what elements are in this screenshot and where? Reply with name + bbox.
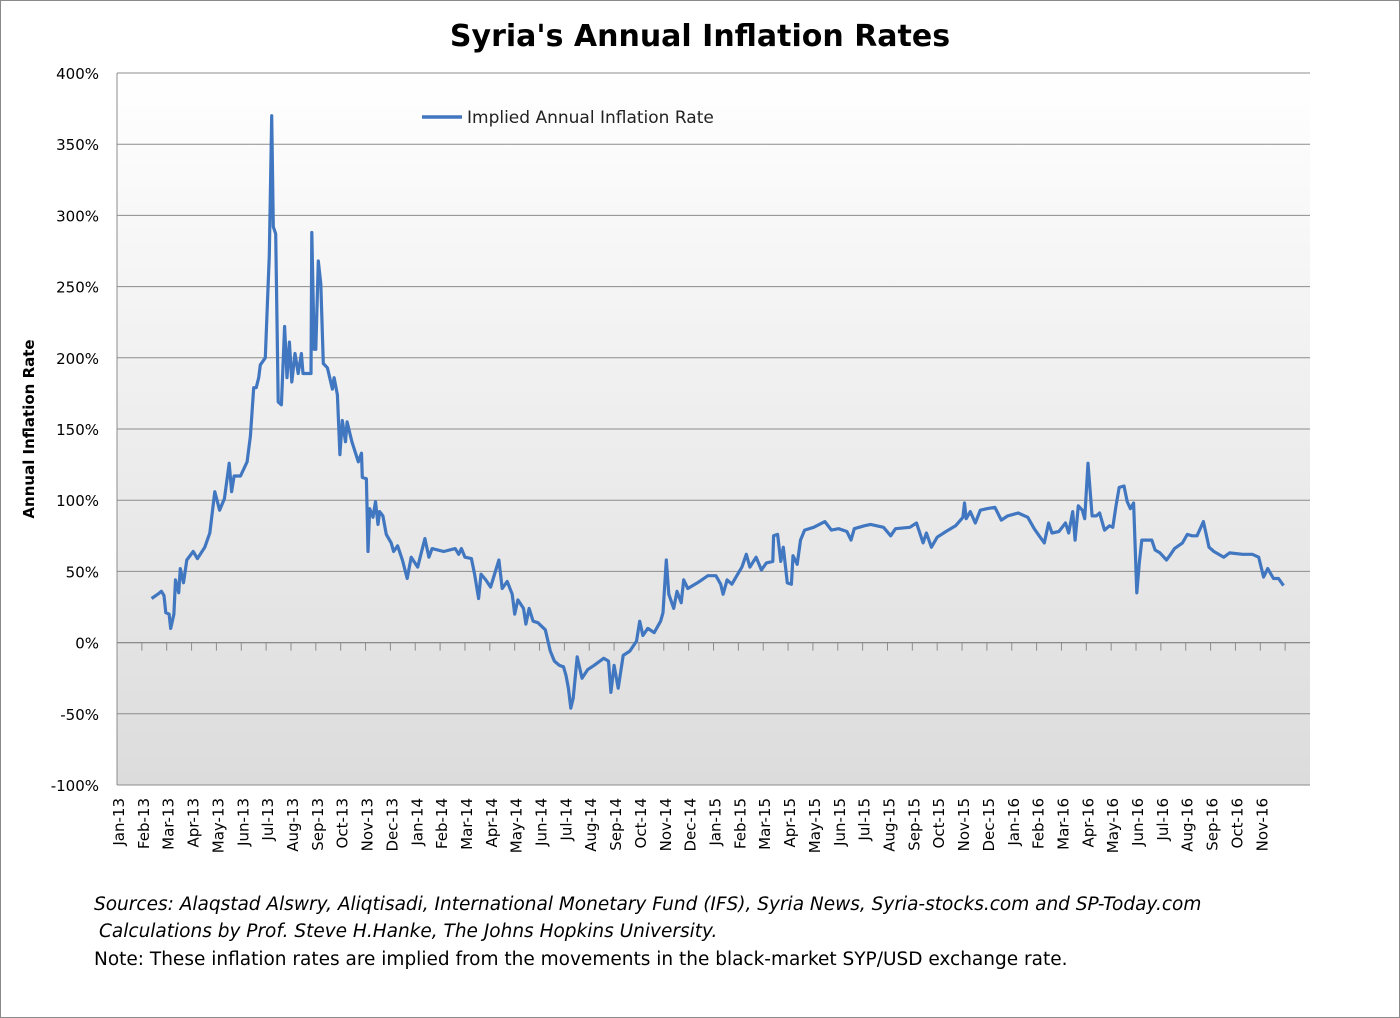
x-tick-label: Mar-14 (458, 798, 476, 850)
x-tick-label: Nov-14 (657, 798, 675, 851)
x-tick-label: Jul-13 (259, 798, 277, 842)
x-tick-label: Jul-15 (856, 798, 874, 842)
y-tick-label: 150% (56, 421, 99, 439)
x-tick-label: Dec-15 (980, 798, 998, 852)
legend-label: Implied Annual Inflation Rate (467, 108, 714, 128)
x-tick-label: Oct-13 (334, 798, 352, 848)
y-tick-label: -100% (51, 777, 99, 795)
x-tick-label: Jun-13 (234, 798, 252, 847)
y-tick-label: 0% (75, 635, 99, 653)
x-tick-label: Apr-14 (483, 798, 501, 848)
x-tick-label: Mar-16 (1054, 798, 1072, 850)
x-tick-label: Apr-13 (185, 798, 203, 848)
x-tick-label: Aug-13 (284, 798, 302, 852)
x-tick-label: May-14 (508, 798, 526, 853)
x-tick-label: Aug-14 (582, 798, 600, 852)
y-tick-label: 100% (56, 492, 99, 510)
y-tick-label: 250% (56, 279, 99, 297)
x-tick-label: Apr-15 (781, 798, 799, 848)
x-tick-label: Sep-16 (1204, 798, 1222, 851)
x-tick-label: May-16 (1104, 798, 1122, 853)
x-tick-label: Aug-15 (880, 798, 898, 852)
x-tick-label: Dec-13 (383, 798, 401, 852)
footer-note: Note: These inflation rates are implied … (94, 949, 1068, 970)
x-tick-label: Jun-14 (533, 798, 551, 847)
x-tick-label: Feb-16 (1030, 798, 1048, 849)
x-tick-label: Jun-15 (831, 798, 849, 847)
x-tick-label: Mar-15 (756, 798, 774, 850)
chart-title: Syria's Annual Inflation Rates (449, 19, 951, 54)
x-tick-label: Sep-15 (905, 798, 923, 851)
x-tick-label: Nov-16 (1253, 798, 1271, 851)
x-tick-label: Oct-15 (930, 798, 948, 848)
x-tick-label: Mar-13 (160, 798, 178, 850)
x-tick-label: May-13 (209, 798, 227, 853)
series-line-implied-annual-inflation-rate (150, 114, 1285, 710)
x-tick-label: Jan-13 (110, 798, 128, 847)
x-tick-label: Jul-14 (557, 798, 575, 842)
x-tick-label: Jan-16 (1005, 798, 1023, 847)
y-axis-title: Annual Inflation Rate (20, 339, 38, 518)
x-tick-label: Feb-15 (731, 798, 749, 849)
footer-sources: Sources: Alaqstad Alswry, Aliqtisadi, In… (94, 894, 1202, 915)
x-tick-label: Sep-14 (607, 798, 625, 851)
x-tick-label: Jun-16 (1129, 798, 1147, 847)
x-tick-label: Oct-14 (632, 798, 650, 848)
footer-calculations: Calculations by Prof. Steve H.Hanke, The… (99, 921, 718, 942)
y-tick-label: 200% (56, 350, 99, 368)
x-tick-label: May-15 (806, 798, 824, 853)
y-tick-label: 300% (56, 207, 99, 225)
x-tick-label: Jan-15 (707, 798, 725, 847)
x-tick-label: Jul-16 (1154, 798, 1172, 842)
x-tick-label: Nov-13 (359, 798, 377, 851)
y-tick-label: 50% (66, 563, 99, 581)
x-tick-label: Nov-15 (955, 798, 973, 851)
x-tick-label: Feb-14 (433, 798, 451, 849)
x-tick-label: Feb-13 (135, 798, 153, 849)
x-tick-label: Oct-16 (1228, 798, 1246, 848)
y-tick-label: 400% (56, 65, 99, 83)
x-tick-label: Sep-13 (309, 798, 327, 851)
x-tick-label: Jan-14 (408, 798, 426, 847)
legend: Implied Annual Inflation Rate (422, 108, 714, 128)
x-tick-label: Apr-16 (1079, 798, 1097, 848)
y-tick-label: 350% (56, 136, 99, 154)
y-tick-label: -50% (60, 706, 99, 724)
x-tick-label: Dec-14 (682, 798, 700, 852)
x-tick-label: Aug-16 (1179, 798, 1197, 852)
